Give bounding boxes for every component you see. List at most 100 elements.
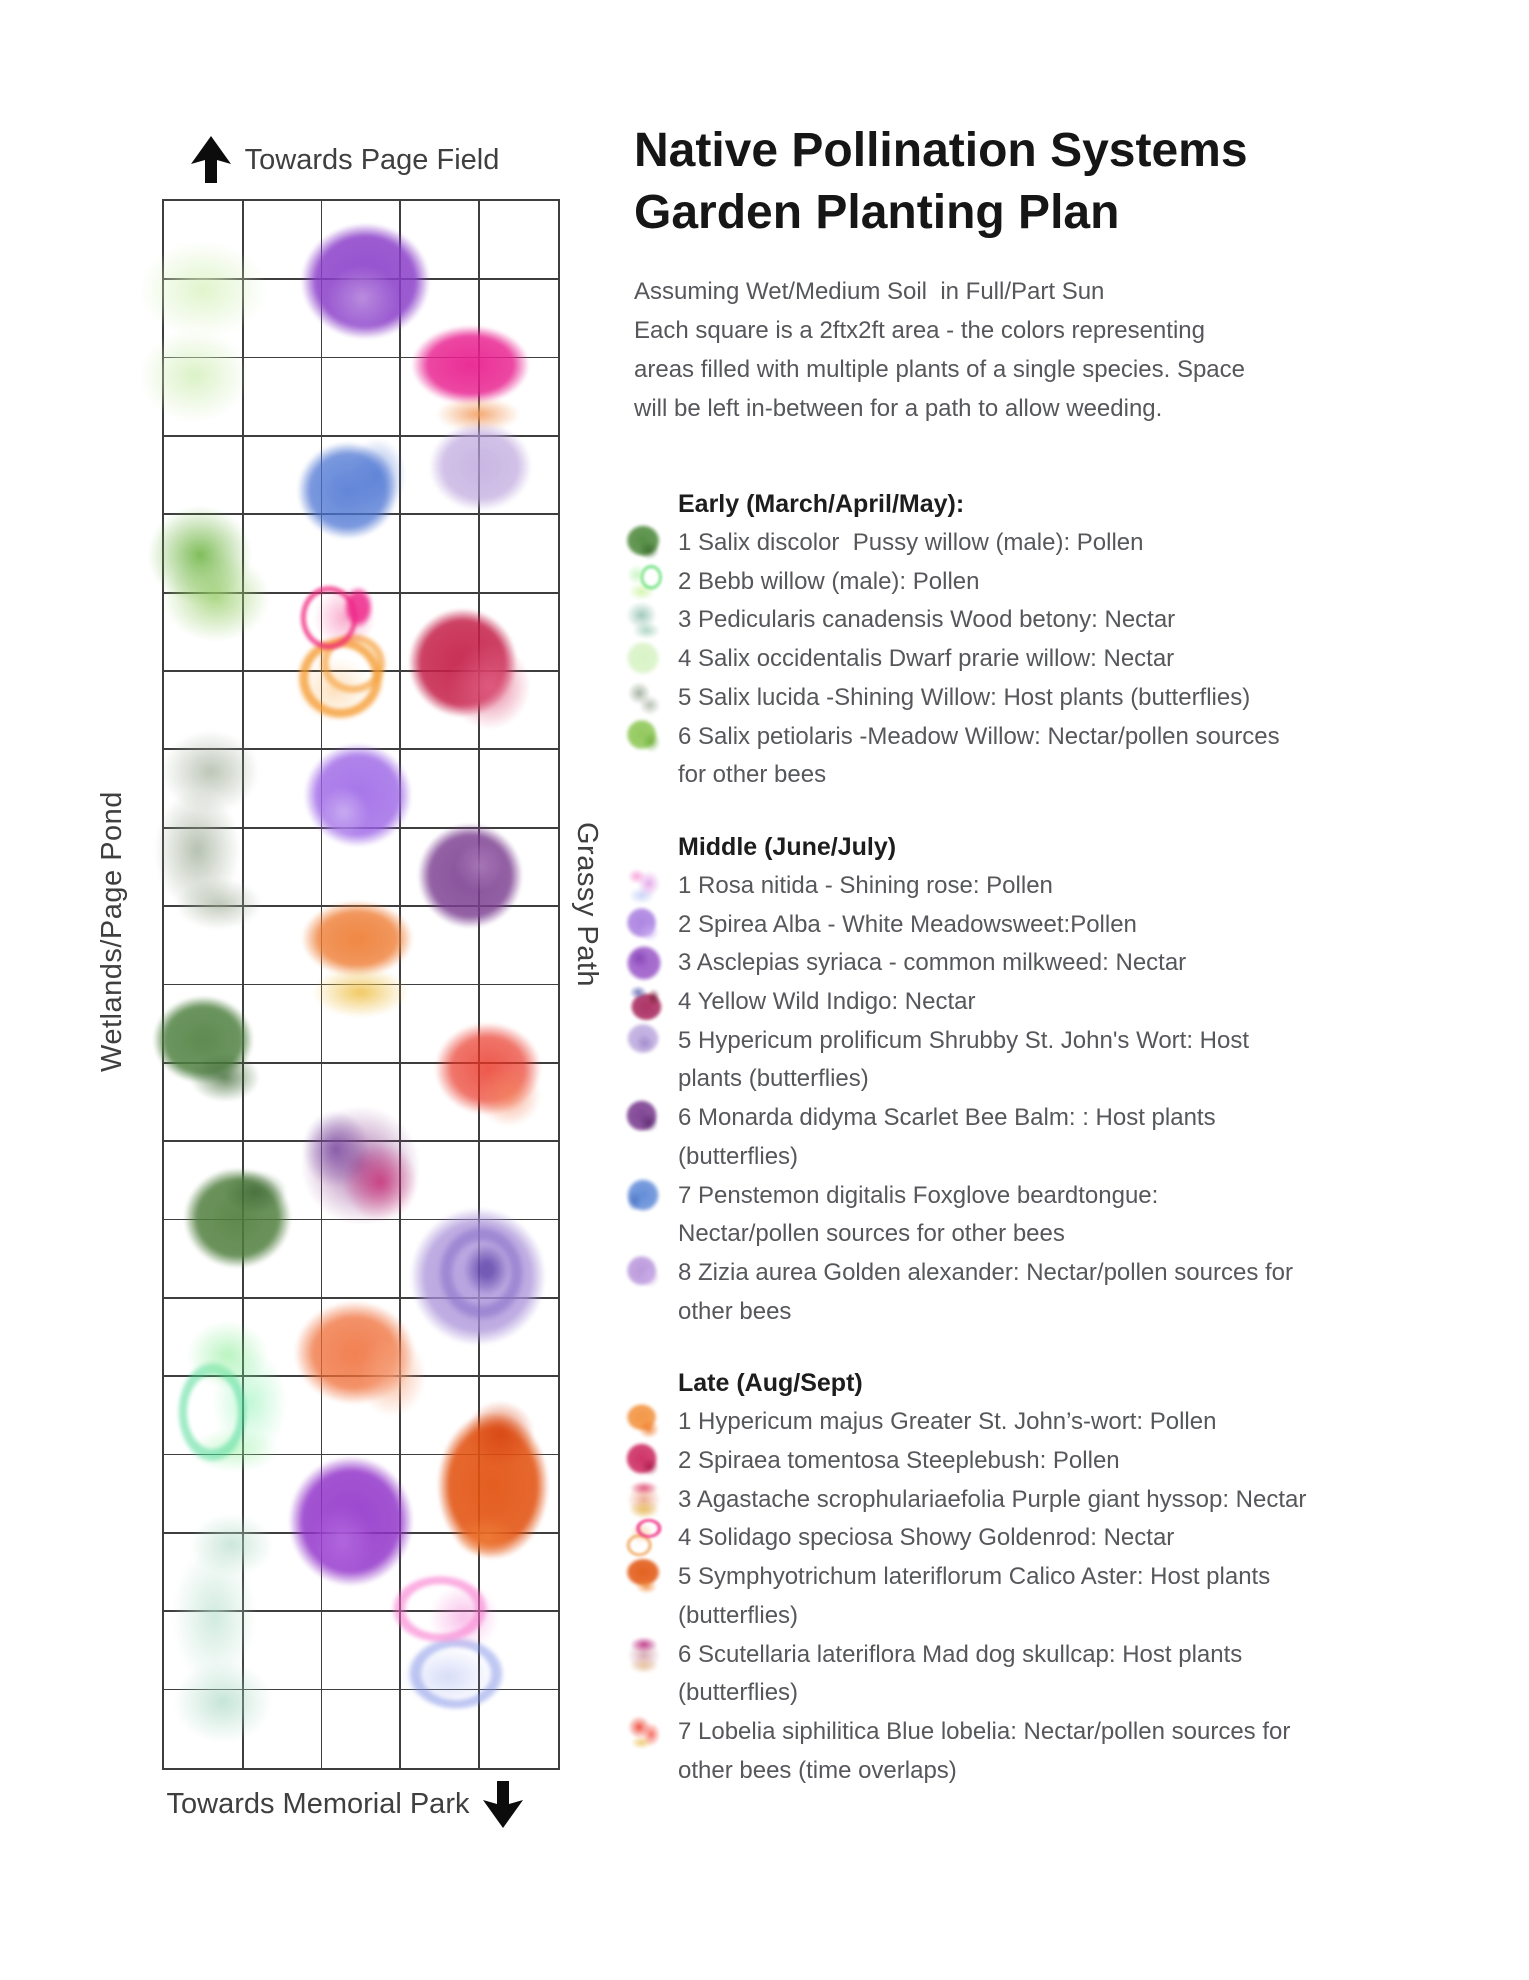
legend-item-line: 3 Pedicularis canadensis Wood betony: Ne… [678,606,1176,634]
swatch-soft-purple-icon [620,1248,668,1297]
swatch-red-orange-icon [620,1707,668,1756]
arrow-down-icon [483,1781,524,1828]
grid-line-horizontal [164,1531,558,1534]
legend-item-line: 6 Monarda didyma Scarlet Bee Balm: : Hos… [678,1104,1216,1132]
legend-item-line: plants (butterflies) [678,1065,869,1093]
map-label-bottom: Towards Memorial Park [130,1780,560,1828]
legend-item: 6 Scutellaria lateriflora Mad dog skullc… [620,1630,1514,1713]
swatch-pink-yellow-icon [620,1475,668,1524]
legend-item: 6 Monarda didyma Scarlet Bee Balm: : Hos… [620,1094,1514,1176]
legend-item: 7 Penstemon digitalis Foxglove beardtong… [620,1171,1514,1254]
legend-item-line: 7 Penstemon digitalis Foxglove beardtong… [678,1181,1159,1209]
legend-item-line: 4 Salix occidentalis Dwarf prarie willow… [678,645,1175,673]
intro-line: will be left in-between for a path to al… [634,395,1163,422]
grid-line-horizontal [164,748,558,751]
swatch-maroon-blue-mix-icon [620,978,668,1027]
intro-line: Each square is a 2ftx2ft area - the colo… [634,317,1205,344]
legend-item: 1 Rosa nitida - Shining rose: Pollen [620,861,1514,910]
legend-item-line: 5 Symphyotrichum lateriflorum Calico Ast… [678,1563,1271,1591]
legend-item: 8 Zizia aurea Golden alexander: Nectar/p… [620,1248,1514,1331]
grid-line-horizontal [164,356,558,359]
legend-section: Late (Aug/Sept) 1 Hypericum majus Greater… [620,1364,1514,1790]
page-title-line2: Garden Planting Plan [634,186,1120,239]
map-label-bottom-text: Towards Memorial Park [166,1787,470,1820]
legend-item: 1 Salix discolor Pussy willow (male): Po… [620,519,1514,567]
legend-item-line: 4 Solidago speciosa Showy Goldenrod: Nec… [678,1524,1175,1552]
swatch-magenta-tan-icon [620,1630,668,1679]
legend-section-heading: Late (Aug/Sept) [678,1369,863,1398]
legend-item-line: 5 Salix lucida -Shining Willow: Host pla… [678,683,1251,711]
legend-item-line: 7 Lobelia siphilitica Blue lobelia: Nect… [678,1717,1291,1745]
legend-item: 2 Bebb willow (male): Pollen [620,557,1514,606]
legend-item-line: Nectar/pollen sources for other bees [678,1220,1065,1248]
legend-item: 5 Symphyotrichum lateriflorum Calico Ast… [620,1553,1514,1635]
garden-grid [162,199,560,1770]
legend-item-line: 3 Agastache scrophulariaefolia Purple gi… [678,1485,1307,1513]
page-title-line1: Native Pollination Systems [634,124,1248,177]
legend-item-line: 5 Hypericum prolificum Shrubby St. John'… [678,1026,1250,1054]
grid-line-horizontal [164,1061,558,1064]
swatch-yellow-green-icon [620,712,668,761]
legend: Early (March/April/May): 1 Salix discolor… [620,485,1514,1790]
legend-item-line: 2 Spirea Alba - White Meadowsweet:Pollen [678,910,1137,938]
legend-item: 7 Lobelia siphilitica Blue lobelia: Nect… [620,1707,1514,1790]
grid-line-horizontal [164,435,558,437]
grid-line-horizontal [164,1453,558,1456]
grid-line-horizontal [164,1140,558,1142]
legend-item-line: 2 Spiraea tomentosa Steeplebush: Pollen [678,1447,1120,1475]
page-title: Native Pollination Systems Garden Planti… [634,120,1514,244]
legend-item-line: 3 Asclepias syriaca - common milkweed: N… [678,949,1187,977]
map-label-right: Grassy Path [571,822,603,988]
legend-item-line: 2 Bebb willow (male): Pollen [678,567,980,595]
intro-text: Assuming Wet/Medium Soil in Full/Part Su… [634,272,1514,428]
grid-line-horizontal [164,826,558,829]
legend-item-line: 1 Rosa nitida - Shining rose: Pollen [678,871,1053,899]
legend-item: 5 Hypericum prolificum Shrubby St. John'… [620,1016,1514,1099]
swatch-orange-icon [620,1398,668,1447]
info-panel: Native Pollination Systems Garden Planti… [620,120,1514,1790]
grid-line-horizontal [164,670,558,672]
grid-line-horizontal [164,591,558,594]
swatch-light-purple-icon [620,900,668,949]
legend-item-line: (butterflies) [678,1142,799,1170]
swatch-crimson-icon [620,1437,668,1486]
swatch-lavender-icon [620,1016,668,1065]
legend-item-line: 1 Hypericum majus Greater St. John’s-wor… [678,1408,1217,1436]
swatch-pale-green-icon [620,635,668,684]
legend-item-line: other bees (time overlaps) [678,1756,957,1784]
grid-line-horizontal [164,513,558,516]
legend-item: 4 Salix occidentalis Dwarf prarie willow… [620,635,1514,684]
legend-item-line: 6 Salix petiolaris -Meadow Willow: Necta… [678,722,1280,750]
swatch-pink-blue-pastel-icon [620,861,668,910]
map-label-top-text: Towards Page Field [244,143,500,176]
legend-item-line: 6 Scutellaria lateriflora Mad dog skullc… [678,1640,1243,1668]
legend-section: Middle (June/July) 1 Rosa nitida - Shinin… [620,828,1514,1331]
legend-item: 1 Hypericum majus Greater St. John’s-wor… [620,1398,1514,1447]
grid-line-horizontal [164,1688,558,1691]
arrow-up-icon [190,136,231,183]
legend-item-line: other bees [678,1297,792,1325]
intro-line: Assuming Wet/Medium Soil in Full/Part Su… [634,278,1105,305]
grid-line-horizontal [164,1296,558,1299]
swatch-pink-orange-rings-icon [620,1514,668,1563]
legend-item: 4 Solidago speciosa Showy Goldenrod: Nec… [620,1514,1514,1563]
grid-line-horizontal [164,905,558,907]
legend-item: 2 Spiraea tomentosa Steeplebush: Pollen [620,1437,1514,1486]
legend-section-heading: Early (March/April/May): [678,490,965,518]
legend-item: 4 Yellow Wild Indigo: Nectar [620,978,1514,1027]
grid-line-horizontal [164,1218,558,1221]
grid-line-horizontal [164,1610,558,1613]
swatch-dark-purple-icon [620,1094,668,1143]
legend-section-heading: Middle (June/July) [678,832,897,861]
swatch-blue-icon [620,1171,668,1220]
legend-item: 6 Salix petiolaris -Meadow Willow: Necta… [620,712,1514,795]
swatch-sage-teal-icon [620,596,668,645]
legend-item: 5 Salix lucida -Shining Willow: Host pla… [620,673,1514,722]
legend-item-line: (butterflies) [678,1601,799,1629]
swatch-light-green-circles-icon [620,557,668,606]
swatch-deep-orange-icon [620,1553,668,1602]
legend-item-line: for other bees [678,761,827,789]
legend-item-line: 8 Zizia aurea Golden alexander: Nectar/p… [678,1258,1293,1286]
legend-item: 3 Asclepias syriaca - common milkweed: N… [620,939,1514,988]
swatch-medium-purple-icon [620,939,668,988]
